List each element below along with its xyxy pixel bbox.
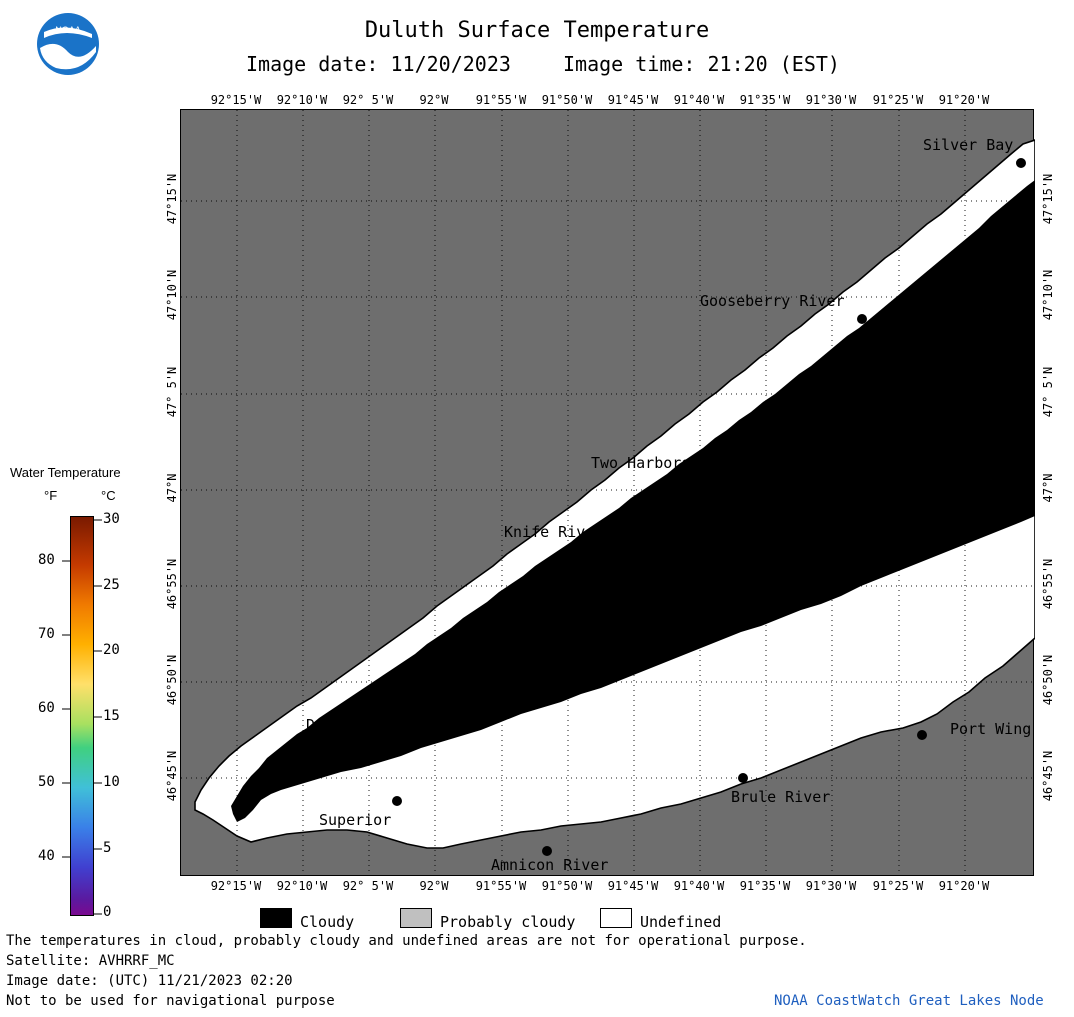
duluth-marker: [361, 739, 371, 749]
map-final-svg: [181, 110, 1036, 877]
lon-label: 91°55'W: [475, 879, 527, 893]
label-amnicon: Amnicon River: [491, 856, 609, 874]
lon-label: 92° 5'W: [342, 879, 394, 893]
colorbar-unit-c: °C: [101, 488, 116, 503]
f-tick: 40: [38, 848, 55, 864]
label-knife-river: Knife River: [504, 523, 604, 541]
c-tick: 0: [103, 904, 112, 920]
colorbar-ticks-svg: [62, 516, 102, 916]
footer-credit-link[interactable]: NOAA CoastWatch Great Lakes Node: [774, 993, 1044, 1009]
legend-undefined-label: Undefined: [640, 913, 722, 931]
colorbar-unit-f: °F: [44, 488, 58, 503]
lon-label: 91°40'W: [673, 879, 725, 893]
lon-label: 91°30'W: [805, 93, 857, 107]
noaa-logo: NOAA: [36, 12, 100, 76]
legend-cloudy-swatch: [260, 908, 292, 928]
lon-label: 92°10'W: [276, 93, 328, 107]
image-date: Image date: 11/20/2023: [246, 52, 511, 76]
lon-label: 92°W: [419, 93, 449, 107]
c-tick: 25: [103, 577, 120, 593]
lon-label: 91°50'W: [541, 879, 593, 893]
label-port-wing: Port Wing: [950, 720, 1032, 738]
noaa-logo-text: NOAA: [55, 25, 81, 35]
brule-marker: [738, 773, 748, 783]
lon-label: 91°30'W: [805, 879, 857, 893]
label-gooseberry: Gooseberry River: [700, 292, 845, 310]
amnicon-marker: [542, 846, 552, 856]
lon-label: 92°W: [419, 879, 449, 893]
superior-marker: [392, 796, 402, 806]
lon-label: 91°20'W: [938, 879, 990, 893]
lat-label: 46°45'N: [165, 750, 179, 802]
lon-label: 91°40'W: [673, 93, 725, 107]
legend-cloudy-label: Cloudy: [300, 913, 355, 931]
footer-image-date: Image date: (UTC) 11/21/2023 02:20: [6, 973, 293, 989]
lon-label: 91°55'W: [475, 93, 527, 107]
lon-label: 92° 5'W: [342, 93, 394, 107]
lat-label: 47°15'N: [165, 173, 179, 225]
port-wing-marker: [917, 730, 927, 740]
lon-label: 91°45'W: [607, 879, 659, 893]
label-duluth: Duluth: [306, 716, 361, 734]
lon-label: 92°10'W: [276, 879, 328, 893]
lon-label: 91°20'W: [938, 93, 990, 107]
lon-label: 92°15'W: [210, 93, 262, 107]
c-tick: 5: [103, 840, 112, 856]
cloudy-band: [231, 180, 1035, 822]
legend-probably-cloudy-swatch: [400, 908, 432, 928]
label-two-harbors: Two Harbors: [591, 454, 691, 472]
gooseberry-marker: [857, 314, 867, 324]
lat-label: 46°50'N: [1041, 654, 1055, 706]
image-time: Image time: 21:20 (EST): [563, 52, 840, 76]
label-brule: Brule River: [731, 788, 831, 806]
lat-label: 46°55'N: [1041, 558, 1055, 610]
c-tick: 20: [103, 642, 120, 658]
city-markers: [361, 158, 1026, 856]
lat-label: 47°10'N: [1041, 269, 1055, 321]
lat-label: 46°55'N: [165, 558, 179, 610]
colorbar: [70, 516, 94, 916]
footer-satellite: Satellite: AVHRRF_MC: [6, 953, 175, 969]
c-tick: 10: [103, 774, 120, 790]
map-final: [180, 109, 1036, 877]
silver-bay-marker: [1016, 158, 1026, 168]
lat-label: 47°15'N: [1041, 173, 1055, 225]
two-harbors-marker: [706, 474, 716, 484]
colorbar-title: Water Temperature: [10, 465, 121, 480]
lon-label: 91°25'W: [872, 879, 924, 893]
c-tick: 15: [103, 708, 120, 724]
f-tick: 50: [38, 774, 55, 790]
footer-navigation-warning: Not to be used for navigational purpose: [6, 993, 335, 1009]
lon-label: 91°45'W: [607, 93, 659, 107]
lat-label: 46°45'N: [1041, 750, 1055, 802]
legend-undefined-swatch: [600, 908, 632, 928]
lon-label: 92°15'W: [210, 879, 262, 893]
c-tick: 30: [103, 511, 120, 527]
lat-label: 47°10'N: [165, 269, 179, 321]
f-tick: 60: [38, 700, 55, 716]
lat-label: 47°N: [165, 473, 179, 503]
label-superior: Superior: [319, 811, 392, 829]
footer-disclaimer: The temperatures in cloud, probably clou…: [6, 933, 807, 949]
lat-label: 46°50'N: [165, 654, 179, 706]
lon-label: 91°50'W: [541, 93, 593, 107]
f-tick: 70: [38, 626, 55, 642]
f-tick: 80: [38, 552, 55, 568]
label-silver-bay: Silver Bay: [923, 136, 1014, 154]
map-title: Duluth Surface Temperature: [364, 18, 710, 43]
lon-label: 91°25'W: [872, 93, 924, 107]
lat-label: 47° 5'N: [165, 366, 179, 418]
lat-label: 47° 5'N: [1041, 366, 1055, 418]
legend-probably-cloudy-label: Probably cloudy: [440, 913, 576, 931]
lon-label: 91°35'W: [739, 879, 791, 893]
knife-river-marker: [605, 545, 615, 555]
lat-label: 47°N: [1041, 473, 1055, 503]
lon-label: 91°35'W: [739, 93, 791, 107]
